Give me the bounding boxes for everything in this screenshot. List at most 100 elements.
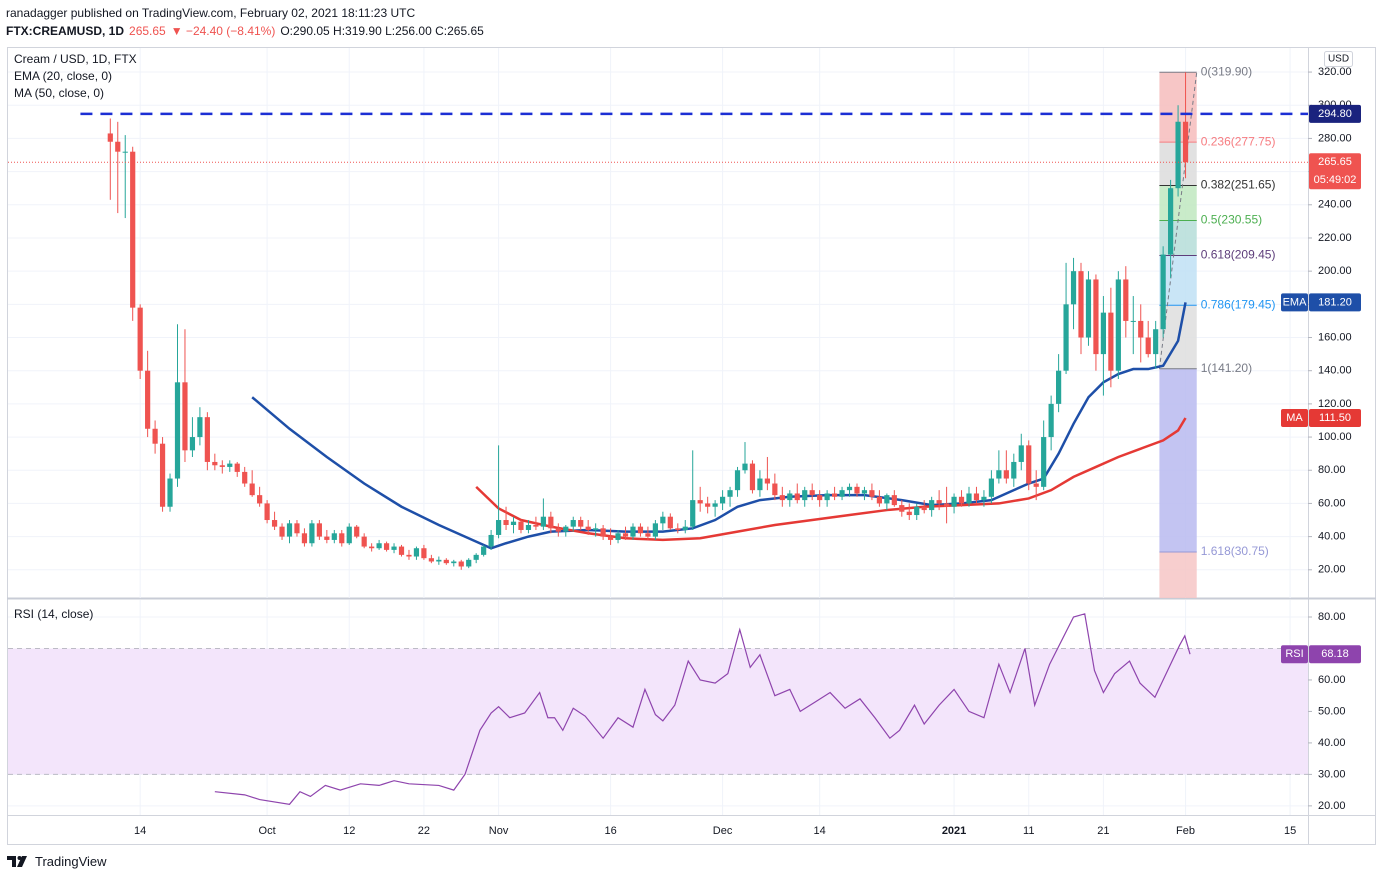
candle-body — [802, 490, 808, 501]
candle-body — [593, 528, 599, 530]
candle-body — [331, 533, 337, 540]
candle-body — [861, 490, 868, 494]
candle-body — [324, 536, 330, 540]
y-tick-label: 50.00 — [1318, 705, 1346, 717]
candle-body — [204, 417, 210, 462]
candle-body — [884, 495, 890, 504]
fib-zone — [1159, 220, 1197, 256]
fib-zone — [1159, 551, 1197, 598]
y-tick-label: 60.00 — [1318, 497, 1346, 509]
candle-body — [690, 500, 696, 527]
candle-body — [159, 443, 166, 507]
candle-body — [1168, 188, 1174, 255]
candle-body — [996, 470, 1002, 479]
candle-body — [391, 546, 397, 550]
y-tick-label: 220.00 — [1318, 232, 1352, 244]
x-tick-label: 12 — [343, 825, 355, 837]
candle-body — [936, 500, 942, 504]
candle-body — [742, 463, 748, 471]
candle-body — [839, 490, 845, 497]
price-pane — [8, 48, 1308, 598]
candle-body — [794, 493, 800, 501]
candle-body — [831, 493, 838, 497]
candle-body — [727, 490, 733, 497]
candle-body — [749, 463, 756, 491]
fib-label: 0.236(277.75) — [1201, 134, 1276, 148]
candle-body — [174, 382, 181, 479]
y-tick-label: 280.00 — [1318, 132, 1352, 144]
x-tick-label: 11 — [1023, 825, 1034, 837]
y-tick-label: 320.00 — [1318, 66, 1352, 78]
candle-body — [421, 548, 427, 559]
y-tick-label: 160.00 — [1318, 331, 1352, 343]
candle-body — [466, 559, 472, 567]
candle-body — [615, 533, 621, 540]
x-tick-label: 21 — [1097, 825, 1109, 837]
candle-body — [682, 526, 688, 530]
candle-body — [951, 496, 957, 507]
candle-body — [145, 370, 151, 429]
x-tick-label: 14 — [814, 825, 826, 837]
candle-body — [757, 478, 763, 491]
y-tick-label: 100.00 — [1318, 431, 1352, 443]
candle-body — [1026, 445, 1032, 484]
y-tick-label: 20.00 — [1318, 564, 1346, 576]
candle-body — [630, 526, 636, 537]
candle-body — [578, 520, 584, 527]
candle-body — [481, 546, 487, 555]
candle-body — [227, 463, 233, 467]
candle-body — [943, 503, 950, 507]
axis-label: 181.20 — [1318, 296, 1352, 308]
candle-body — [130, 151, 136, 308]
y-tick-label: 40.00 — [1318, 531, 1346, 543]
footer: TradingView — [6, 853, 107, 869]
candle-body — [772, 483, 778, 496]
fib-label: 0.5(230.55) — [1201, 213, 1262, 227]
candle-body — [167, 478, 173, 507]
candle-body — [891, 495, 897, 506]
candle-body — [428, 558, 434, 562]
candle-body — [451, 561, 457, 564]
candle-body — [406, 554, 412, 557]
candle-body — [189, 437, 196, 451]
candle-body — [652, 523, 658, 537]
header: ranadagger published on TradingView.com,… — [6, 4, 489, 40]
fib-label: 0.786(179.45) — [1201, 297, 1276, 311]
axis-label-box — [1309, 645, 1361, 664]
candle-body — [645, 533, 651, 537]
candle-body — [734, 470, 741, 491]
candle-body — [488, 534, 494, 547]
candle-body — [309, 523, 315, 544]
axis-label-box — [1309, 104, 1361, 123]
candle-body — [1182, 121, 1189, 163]
candle-body — [369, 546, 375, 549]
candle-body — [876, 496, 882, 504]
candle-body — [988, 478, 995, 497]
y-tick-label: 120.00 — [1318, 398, 1352, 410]
candle-body — [675, 528, 681, 530]
candle-body — [346, 526, 352, 544]
currency-button[interactable] — [1324, 51, 1353, 67]
logo — [7, 856, 27, 867]
x-tick-label: 2021 — [942, 825, 966, 837]
candle-body — [1130, 320, 1136, 322]
candle-body — [316, 523, 322, 537]
candle-body — [234, 463, 240, 472]
x-tick-label: Dec — [713, 825, 733, 837]
candle-body — [622, 533, 629, 537]
candle-body — [1085, 279, 1092, 338]
y-tick-label: 140.00 — [1318, 365, 1352, 377]
candle-body — [257, 495, 263, 504]
candle-body — [787, 493, 793, 501]
fib-label: 1(141.20) — [1201, 361, 1252, 375]
candle-body — [1003, 470, 1009, 479]
brand: TradingView — [35, 853, 107, 869]
candle-body — [1033, 483, 1039, 487]
y-tick-label: 240.00 — [1318, 199, 1352, 211]
candle-body — [436, 559, 442, 562]
candle-body — [973, 493, 980, 501]
candle-body — [122, 151, 128, 153]
candle-body — [914, 506, 920, 516]
candle-body — [107, 133, 113, 142]
